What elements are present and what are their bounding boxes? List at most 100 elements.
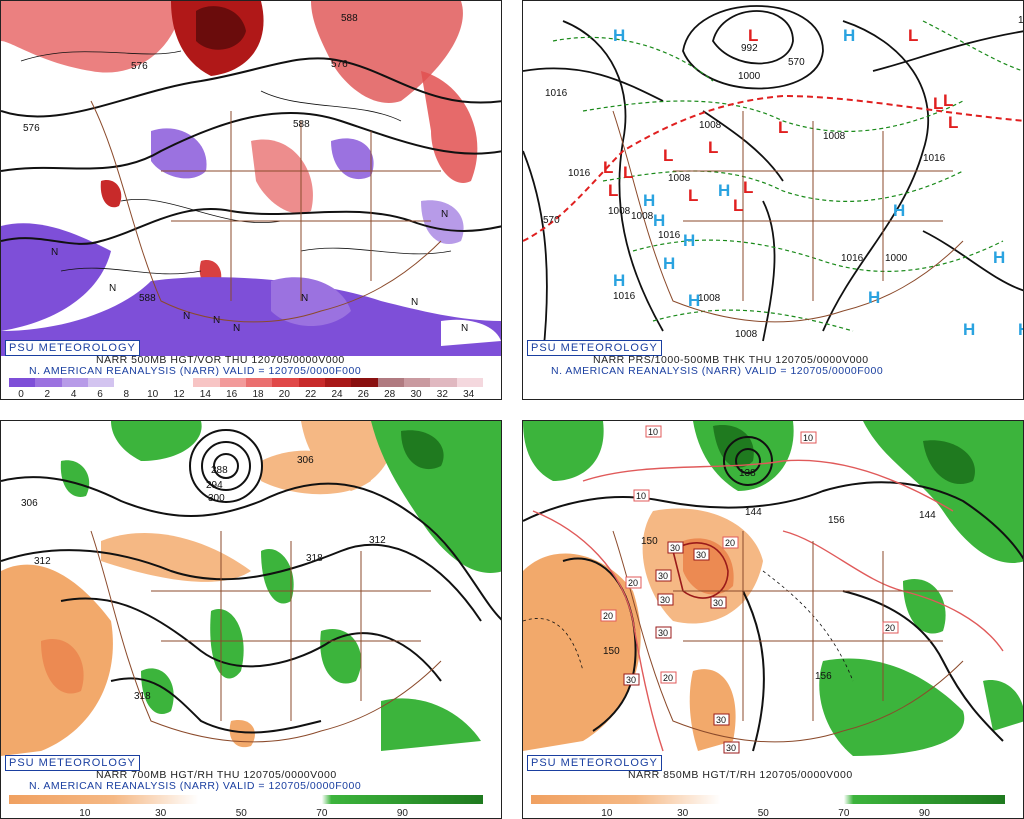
- contour-label: 150: [603, 646, 620, 657]
- panel-850mb-temp-humidity: 144 138 144 150 156 150 156 10 10 10 20 20 20…: [522, 420, 1024, 819]
- contour-label: 1008: [823, 131, 846, 142]
- contour-label: 1016: [1018, 15, 1024, 26]
- temperature-label: 30: [696, 550, 706, 560]
- low-pressure-marker: L: [933, 94, 943, 113]
- colorbar-tick-label: 20: [278, 389, 290, 400]
- contour-label: 992: [741, 43, 758, 54]
- n-marker: N: [441, 209, 448, 220]
- contour-label: 576: [331, 59, 348, 70]
- psu-meteorology-badge: PSU METEOROLOGY: [527, 340, 662, 356]
- temperature-label-box: [600, 609, 617, 622]
- vorticity-colorbar: [9, 378, 483, 387]
- low-pressure-marker: L: [733, 196, 743, 215]
- low-pressure-marker: L: [748, 26, 758, 45]
- map-700mb: 306 306 312 288 294 300 318 312 318: [1, 421, 501, 756]
- contour-label: 1008: [631, 211, 654, 222]
- colorbar-tick-label: 14: [199, 389, 211, 400]
- high-pressure-marker: H: [993, 248, 1005, 267]
- temperature-label-box: [800, 431, 817, 444]
- colorbar-swatch: [87, 378, 115, 387]
- temperature-label-box: [625, 576, 642, 589]
- temperature-label: 20: [663, 673, 673, 683]
- colorbar-tick-label: 26: [357, 389, 369, 400]
- contour-label: 306: [21, 498, 38, 509]
- colorbar-swatch: [324, 378, 352, 387]
- temperature-label-box: [660, 671, 677, 684]
- temperature-label-box: [693, 548, 710, 561]
- colorbar-tick-label: 8: [123, 389, 130, 400]
- colorbar-swatch: [245, 378, 273, 387]
- colorbar-swatch: [114, 378, 141, 387]
- temperature-label-box: [657, 593, 674, 606]
- colorbar-swatch: [403, 378, 431, 387]
- n-marker: N: [301, 293, 308, 304]
- contour-label: 300: [208, 493, 225, 504]
- contour-label: 588: [293, 119, 310, 130]
- psu-meteorology-badge: PSU METEOROLOGY: [5, 340, 140, 356]
- colorbar-tick-label: 50: [757, 808, 769, 819]
- rh-colorbar-ticks: 10 30 50 70 90: [531, 808, 1005, 819]
- colorbar-tick-label: 2: [44, 389, 51, 400]
- colorbar-tick-label: 12: [173, 389, 185, 400]
- contour-label: 156: [815, 671, 832, 682]
- temperature-label-box: [882, 621, 899, 634]
- colorbar-swatch: [430, 378, 457, 387]
- colorbar-swatch: [377, 378, 404, 387]
- temperature-label: 30: [670, 543, 680, 553]
- contour-label: 1008: [608, 206, 631, 217]
- contour-label: 294: [206, 480, 223, 491]
- contour-label: 1016: [841, 253, 864, 264]
- colorbar-tick-label: 50: [235, 808, 247, 819]
- n-marker: N: [109, 283, 116, 294]
- high-pressure-marker: H: [613, 271, 625, 290]
- contour-label: 570: [788, 57, 805, 68]
- high-pressure-marker: H: [663, 254, 675, 273]
- n-marker: N: [51, 247, 58, 258]
- temperature-label: 30: [660, 595, 670, 605]
- panel-500mb-vorticity: 576 576 588 588 588 576 N N N N N N N N …: [0, 0, 502, 400]
- colorbar-tick-label: 10: [147, 389, 159, 400]
- contour-label: 156: [828, 515, 845, 526]
- contour-label: 1000: [738, 71, 761, 82]
- colorbar-swatch: [351, 378, 378, 387]
- colorbar-swatch: [140, 378, 167, 387]
- contour-label: 570: [543, 215, 560, 226]
- low-pressure-marker: L: [743, 178, 753, 197]
- panel-caption-title: NARR 850MB HGT/T/RH 120705/0000V000: [628, 769, 853, 781]
- low-pressure-marker: L: [708, 138, 718, 157]
- temperature-label: 20: [628, 578, 638, 588]
- colorbar-tick-label: 28: [384, 389, 396, 400]
- panel-caption-title: NARR PRS/1000-500MB THK THU 120705/0000V…: [593, 354, 869, 366]
- colorbar-tick-label: 30: [155, 808, 167, 819]
- contour-label: 144: [745, 507, 762, 518]
- temperature-label: 20: [725, 538, 735, 548]
- contour-label: 306: [297, 455, 314, 466]
- colorbar-tick-label: 16: [226, 389, 238, 400]
- temperature-label: 10: [636, 491, 646, 501]
- contour-label: 312: [369, 535, 386, 546]
- contour-label: 318: [306, 553, 323, 564]
- panel-caption-valid: N. AMERICAN REANALYSIS (NARR) VALID = 12…: [29, 780, 362, 792]
- colorbar-tick-label: 18: [252, 389, 264, 400]
- temperature-label-box: [623, 673, 640, 686]
- colorbar-swatch: [35, 378, 62, 387]
- contour-label: 1016: [613, 291, 636, 302]
- colorbar-swatch: [298, 378, 325, 387]
- colorbar-swatch: [456, 378, 483, 387]
- colorbar-tick-label: 32: [436, 389, 448, 400]
- contour-label: 588: [341, 13, 358, 24]
- colorbar-tick-label: 90: [918, 808, 930, 819]
- temperature-label: 20: [603, 611, 613, 621]
- contour-label: 588: [139, 293, 156, 304]
- colorbar-tick-label: 10: [601, 808, 613, 819]
- contour-label: 1016: [568, 168, 591, 179]
- n-marker: N: [461, 323, 468, 334]
- high-pressure-marker: H: [843, 26, 855, 45]
- panel-caption-title: NARR 700MB HGT/RH THU 120705/0000V000: [96, 769, 337, 781]
- colorbar-tick-label: 90: [396, 808, 408, 819]
- low-pressure-marker: L: [623, 163, 633, 182]
- low-pressure-marker: L: [663, 146, 673, 165]
- high-pressure-marker: H: [1018, 320, 1024, 339]
- panel-caption-valid: N. AMERICAN REANALYSIS (NARR) VALID = 12…: [29, 365, 362, 377]
- colorbar-tick-label: 30: [410, 389, 422, 400]
